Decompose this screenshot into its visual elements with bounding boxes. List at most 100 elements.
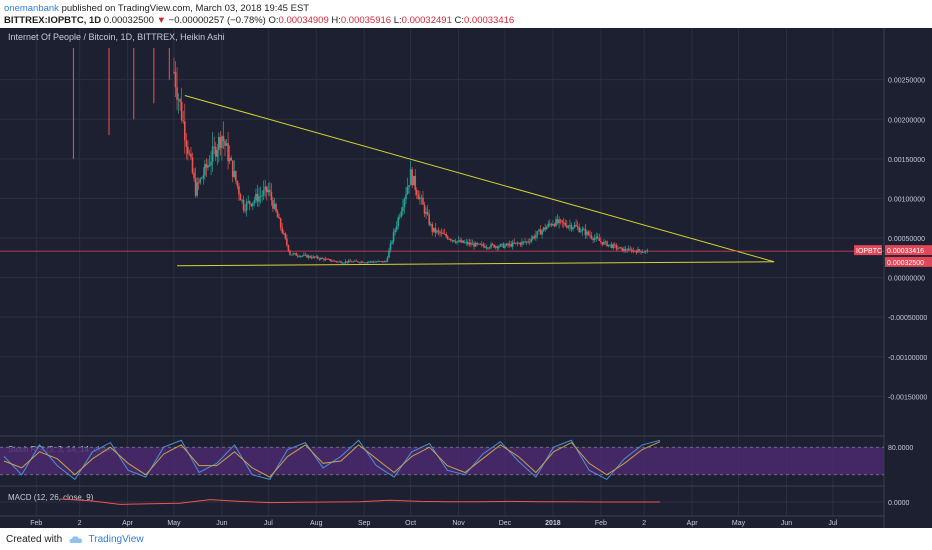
candle-body — [496, 246, 499, 249]
x-tick-label: Oct — [405, 520, 416, 527]
candle-body — [539, 229, 542, 235]
candle-body — [414, 175, 417, 191]
candle-body — [473, 243, 475, 247]
candle-body — [253, 200, 256, 203]
x-tick-label: Sep — [358, 520, 371, 527]
candle-body — [267, 189, 270, 193]
candle-body — [501, 243, 503, 245]
candle-body — [516, 242, 519, 244]
y-tick-label: 0.00000000 — [888, 276, 925, 283]
candle-body — [491, 244, 494, 245]
candle-body — [177, 99, 180, 101]
chart-canvas[interactable]: Internet Of People / Bitcoin, 1D, BITTRE… — [0, 28, 932, 528]
candle-body — [607, 244, 610, 247]
candle-body — [293, 253, 296, 255]
ohlc-line: BITTREX:IOPBTC, 1D 0.00032500 ▼ −0.00000… — [4, 15, 514, 26]
stoch-rsi-band — [0, 447, 884, 475]
candle-body — [468, 242, 471, 245]
candle-body — [519, 243, 522, 245]
candle-body — [207, 165, 209, 168]
down-arrow-icon: ▼ — [156, 15, 167, 26]
candle-body — [210, 161, 212, 166]
candle-body — [204, 164, 206, 176]
candle-body — [358, 262, 361, 264]
candle-body — [364, 262, 367, 264]
candle-body — [389, 243, 392, 251]
candle-body — [272, 200, 274, 209]
candle-body — [417, 195, 420, 200]
candle-body — [437, 230, 440, 232]
candle-body — [218, 137, 220, 151]
candle-body — [221, 136, 223, 148]
candle-body — [562, 222, 565, 224]
candle-body — [570, 225, 573, 230]
candle-body — [593, 238, 596, 241]
candle-body — [497, 246, 500, 249]
y-tick-label: -0.00150000 — [888, 394, 927, 401]
candle-body — [241, 199, 243, 201]
candle-body — [538, 229, 540, 232]
candle-body — [307, 255, 310, 258]
candle-body — [409, 169, 412, 186]
candle-body — [436, 230, 438, 233]
candle-body — [360, 261, 362, 263]
candle-body — [564, 222, 567, 226]
candle-body — [549, 223, 551, 225]
candle-body — [589, 234, 591, 236]
candle-body — [578, 227, 581, 233]
author-link[interactable]: onemanbank — [4, 3, 59, 14]
candle-body — [547, 223, 550, 227]
candle-body — [510, 243, 512, 247]
candle-body — [530, 238, 533, 242]
candle-body — [493, 244, 495, 248]
candle-body — [340, 261, 342, 263]
candle-body — [584, 229, 587, 236]
candle-body — [604, 241, 607, 243]
candle-body — [238, 186, 240, 195]
candle-body — [388, 250, 390, 258]
candle-body — [434, 227, 437, 233]
y-tick-label: -0.00050000 — [888, 315, 927, 322]
candle-body — [180, 101, 183, 121]
candle-body — [630, 249, 633, 252]
candle-body — [397, 217, 400, 227]
y-tick-label: 0.00200000 — [888, 117, 925, 124]
chart-area[interactable]: Internet Of People / Bitcoin, 1D, BITTRE… — [0, 28, 932, 528]
candle-body — [310, 257, 313, 259]
candle-body — [471, 243, 474, 245]
candle-body — [304, 254, 307, 256]
candle-body — [323, 258, 325, 261]
candle-body — [470, 242, 472, 245]
candle-body — [513, 242, 516, 244]
candle-body — [600, 240, 602, 243]
high-value: 0.00035916 — [340, 15, 392, 26]
candle-body — [239, 194, 242, 201]
candle-body — [638, 249, 641, 252]
stoch-rsi-tick: 80.0000 — [888, 445, 913, 452]
candle-body — [488, 247, 491, 249]
candle-body — [377, 261, 379, 262]
candle-body — [227, 143, 229, 162]
candle-body — [205, 164, 208, 168]
tradingview-brand[interactable]: TradingView — [88, 534, 144, 545]
candle-body — [378, 261, 381, 262]
candle-body — [592, 238, 594, 241]
candle-body — [213, 146, 215, 148]
candle-body — [191, 157, 194, 173]
candle-body — [185, 140, 188, 147]
candle-body — [290, 254, 293, 256]
candle-body — [423, 204, 426, 214]
candle-body — [460, 240, 463, 243]
publish-line: onemanbank published on TradingView.com,… — [4, 3, 309, 14]
price-value: 0.00032500 — [103, 15, 154, 26]
candle-body — [228, 157, 231, 162]
candle-body — [448, 239, 451, 240]
candle-body — [502, 243, 505, 248]
candle-body — [392, 232, 395, 242]
candle-body — [566, 225, 568, 228]
candle-body — [306, 254, 308, 258]
x-tick-label: 2018 — [545, 520, 561, 527]
candle-body — [535, 235, 537, 239]
candle-body — [287, 245, 290, 251]
candle-body — [442, 232, 444, 234]
